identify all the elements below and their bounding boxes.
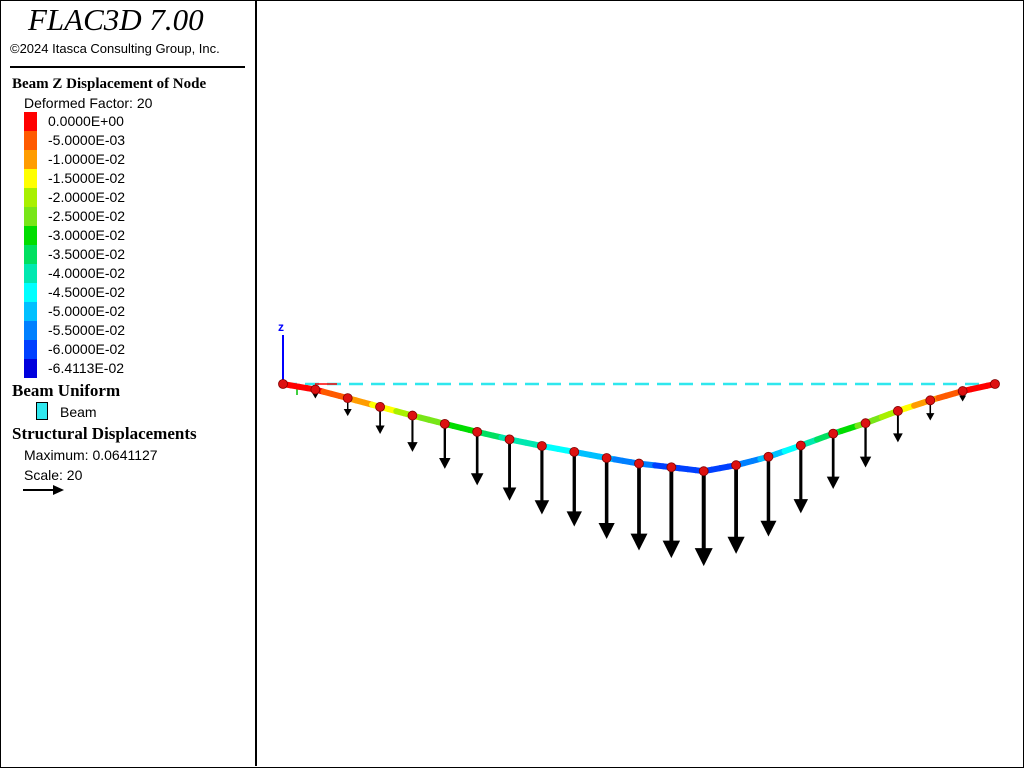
displacement-arrow-head (826, 476, 840, 490)
beam-plot: z (278, 320, 1000, 567)
color-band-label-7: -3.5000E-02 (48, 246, 126, 262)
displacement-arrow-head (502, 487, 517, 501)
color-band-8 (24, 264, 37, 283)
color-band-4 (24, 188, 37, 207)
beam-uniform-title: Beam Uniform (12, 381, 121, 400)
beam-node (439, 418, 450, 429)
displacement-arrow-head (630, 533, 648, 551)
beam-node (990, 379, 1000, 389)
scale-value: Scale: 20 (24, 467, 83, 483)
color-band-6 (24, 226, 37, 245)
legend-divider (10, 66, 245, 68)
displacement-arrow-head (566, 511, 582, 527)
displacement-arrow-head (859, 456, 872, 468)
color-band-3 (24, 169, 37, 188)
beam-node (893, 406, 903, 416)
displacement-arrow-head (727, 536, 745, 554)
displacement-arrow-head (439, 457, 451, 469)
beam-node (407, 410, 418, 421)
color-bar-labels: 0.0000E+00 -5.0000E-03 -1.0000E-02 -1.5000E… (48, 112, 125, 378)
beam-node (537, 441, 547, 451)
beam-node (860, 418, 871, 429)
color-band-label-13: -6.4113E-02 (48, 360, 125, 376)
displacement-arrow-head (893, 433, 903, 443)
displacement-arrow-head (694, 548, 713, 567)
color-band-11 (24, 321, 37, 340)
color-band-label-0: 0.0000E+00 (48, 113, 124, 129)
beam-node (342, 393, 353, 404)
beam-node (828, 428, 839, 439)
color-band-label-10: -5.0000E-02 (48, 303, 126, 319)
deformed-factor: Deformed Factor: 20 (24, 95, 153, 111)
beam-node (666, 462, 677, 473)
beam-node (569, 446, 580, 457)
beam-node (957, 386, 968, 396)
displacement-arrows (311, 392, 967, 567)
color-band-label-6: -3.0000E-02 (48, 227, 126, 243)
displacement-arrow-head (470, 473, 484, 486)
color-band-label-9: -4.5000E-02 (48, 284, 126, 300)
color-band-label-3: -1.5000E-02 (48, 170, 126, 186)
app-title: FLAC3D 7.00 (28, 2, 204, 37)
color-band-0 (24, 112, 37, 131)
beam-node (504, 434, 515, 445)
color-band-13 (24, 359, 37, 378)
color-band-2 (24, 150, 37, 169)
legend-panel: FLAC3D 7.00 ©2024 Itasca Consulting Grou… (0, 0, 257, 766)
beam-node (925, 395, 936, 406)
displacement-arrow-head (926, 413, 935, 421)
beam-segments (280, 381, 998, 475)
displacement-arrow-head (343, 408, 352, 417)
beam-color-swatch (36, 402, 48, 420)
color-band-label-11: -5.5000E-02 (48, 322, 126, 338)
color-band-label-4: -2.0000E-02 (48, 189, 126, 205)
contour-title: Beam Z Displacement of Node (12, 76, 207, 92)
beam-node (763, 451, 774, 462)
displacement-arrow-head (407, 442, 418, 452)
displacement-arrow-head (959, 395, 967, 402)
color-band-7 (24, 245, 37, 264)
color-band-1 (24, 131, 37, 150)
displacement-arrow-head (760, 520, 777, 537)
beam-label: Beam (60, 404, 97, 420)
displacement-arrow-head (793, 499, 809, 514)
color-band-label-5: -2.5000E-02 (48, 208, 126, 224)
beam-nodes (278, 379, 1000, 477)
color-band-9 (24, 283, 37, 302)
beam-node (375, 401, 385, 412)
beam-node (634, 458, 644, 469)
beam-node (472, 426, 483, 437)
structural-displacements-title: Structural Displacements (12, 424, 197, 443)
displacement-arrow-head (598, 523, 615, 540)
color-band-label-2: -1.0000E-02 (48, 151, 126, 167)
color-bar (24, 112, 37, 378)
copyright-text: ©2024 Itasca Consulting Group, Inc. (10, 41, 220, 56)
color-band-label-8: -4.0000E-02 (48, 265, 126, 281)
beam-node (795, 440, 806, 451)
displacement-arrow-head (534, 500, 550, 515)
color-band-5 (24, 207, 37, 226)
displacement-arrow-head (375, 425, 385, 434)
color-band-10 (24, 302, 37, 321)
color-band-label-1: -5.0000E-03 (48, 132, 126, 148)
beam-node (310, 384, 321, 395)
beam-node (601, 453, 612, 463)
beam-node (731, 460, 741, 471)
color-band-label-12: -6.0000E-02 (48, 341, 126, 357)
maximum-value: Maximum: 0.0641127 (24, 447, 158, 463)
scale-arrow-icon (23, 485, 64, 495)
displacement-arrow-head (662, 540, 681, 559)
model-viewport[interactable]: z (257, 0, 1022, 766)
z-axis-label: z (278, 320, 284, 334)
beam-node (698, 466, 709, 477)
beam-node (278, 379, 288, 389)
color-band-12 (24, 340, 37, 359)
